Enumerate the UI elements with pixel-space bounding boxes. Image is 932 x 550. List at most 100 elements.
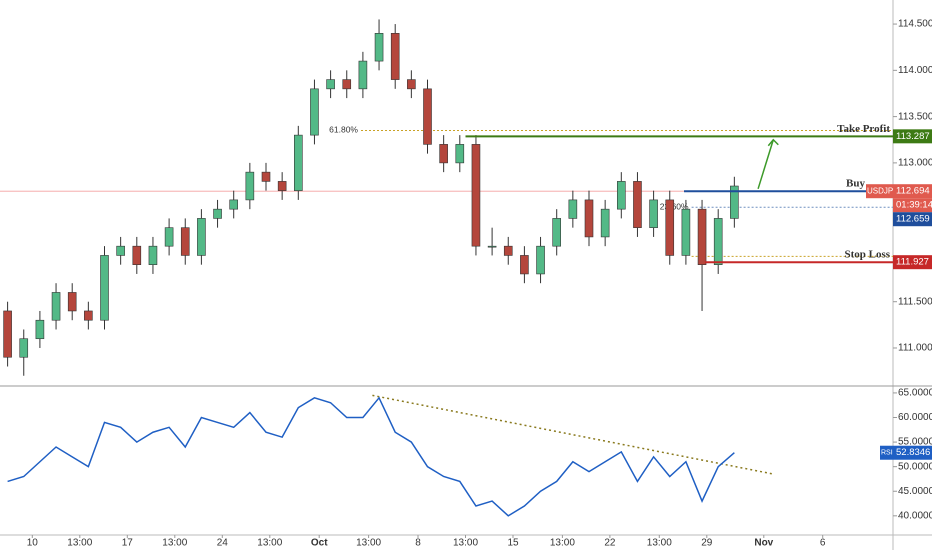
candle-body [164, 227, 174, 247]
candle-body [197, 218, 206, 256]
last-price: 112.694 [896, 186, 930, 197]
candle-body [584, 199, 594, 238]
candle-body [713, 218, 723, 265]
y-tick-label: 111.500 [898, 296, 932, 307]
candle-body [600, 208, 610, 238]
level-label: Take Profit [837, 123, 890, 135]
candle-body [67, 292, 77, 312]
x-tick-label: 13:00 [453, 538, 478, 549]
candle-body [84, 310, 93, 321]
x-tick-label: 15 [507, 538, 519, 549]
price-marker-box [893, 212, 932, 227]
y-tick-label: 65.0000 [898, 388, 932, 399]
x-tick-label: 13:00 [550, 538, 575, 549]
x-tick-label: 13:00 [647, 538, 672, 549]
candle-body [390, 33, 400, 80]
trendline [372, 394, 774, 475]
candle-body [310, 88, 319, 136]
rsi-value: 52.8346 [896, 447, 930, 458]
arrow [757, 138, 779, 190]
candle-body [471, 144, 481, 247]
candle-body [277, 181, 287, 191]
fib-label: 61.80% [329, 125, 358, 135]
level-label: Stop Loss [844, 249, 890, 261]
y-tick-label: 114.500 [898, 19, 932, 30]
candle-body [116, 245, 125, 256]
fib-label: 23.60% [660, 202, 689, 212]
x-tick-label: 29 [701, 538, 713, 549]
y-tick-label: 60.0000 [898, 412, 932, 423]
candle-body [229, 199, 238, 210]
candle-body [455, 144, 465, 164]
countdown-box [893, 198, 932, 213]
candle-body [487, 245, 497, 248]
countdown: 01:39:14 [896, 200, 932, 211]
rsi-name: RSI [881, 450, 893, 457]
candle-body [633, 181, 642, 228]
candle-body [293, 134, 303, 191]
candle-body [374, 33, 384, 62]
x-tick-label: Nov [754, 538, 773, 549]
candle-body [3, 310, 12, 358]
candle-body [326, 79, 335, 90]
candle-body [51, 292, 61, 321]
x-tick-label: 13:00 [67, 538, 92, 549]
candle-body [358, 60, 368, 90]
candle-body [100, 255, 109, 321]
x-tick-label: 8 [415, 538, 421, 549]
candle-body [19, 338, 29, 358]
candle-body [35, 319, 45, 340]
candle-body [132, 245, 142, 265]
x-tick-label: 13:00 [356, 538, 381, 549]
candle-body [503, 245, 513, 256]
candle-body [520, 255, 529, 275]
candle-body [342, 79, 352, 90]
candle-body [423, 88, 432, 145]
last-price-box [893, 184, 932, 199]
x-tick-label: 24 [217, 538, 229, 549]
level-price-box [893, 129, 932, 144]
x-tick-label: 17 [122, 538, 134, 549]
candle-body [245, 171, 255, 201]
y-tick-label: 114.000 [898, 65, 932, 76]
candle-body [649, 199, 658, 228]
y-tick-label: 113.500 [898, 111, 932, 122]
x-tick-label: 10 [27, 538, 39, 549]
y-tick-label: 55.0000 [898, 437, 932, 448]
x-tick-label: 13:00 [257, 538, 282, 549]
y-tick-label: 113.000 [898, 158, 932, 169]
candle-body [665, 199, 675, 256]
y-tick-label: 45.0000 [898, 486, 932, 497]
candle-body [439, 144, 448, 164]
rsi-value-box [893, 445, 932, 460]
candle-body [616, 181, 626, 210]
level-label: Buy [846, 178, 865, 190]
candle-body [148, 245, 158, 265]
candle-body [681, 208, 691, 256]
candle-body [697, 208, 707, 265]
x-tick-label: Oct [311, 538, 328, 549]
candle-body [180, 227, 190, 256]
candle-body [407, 79, 416, 90]
candle-body [730, 185, 739, 219]
y-tick-label: 50.0000 [898, 461, 932, 472]
x-tick-label: 22 [604, 538, 616, 549]
candle-body [261, 171, 271, 182]
candle-body [552, 218, 562, 247]
rsi-name-box [880, 445, 893, 460]
candle-body [536, 245, 545, 275]
x-tick-label: 6 [820, 538, 826, 549]
price-marker: 112.659 [896, 214, 930, 225]
symbol: USDJPY [867, 186, 899, 195]
y-tick-label: 111.000 [898, 343, 932, 354]
level-price: 111.927 [896, 257, 929, 268]
level-price: 113.287 [896, 131, 930, 142]
rsi-line [7, 396, 735, 517]
x-tick-label: 13:00 [162, 538, 187, 549]
candle-body [213, 208, 222, 219]
y-tick-label: 40.0000 [898, 510, 932, 521]
candle-body [568, 199, 578, 219]
symbol-box [866, 184, 893, 199]
